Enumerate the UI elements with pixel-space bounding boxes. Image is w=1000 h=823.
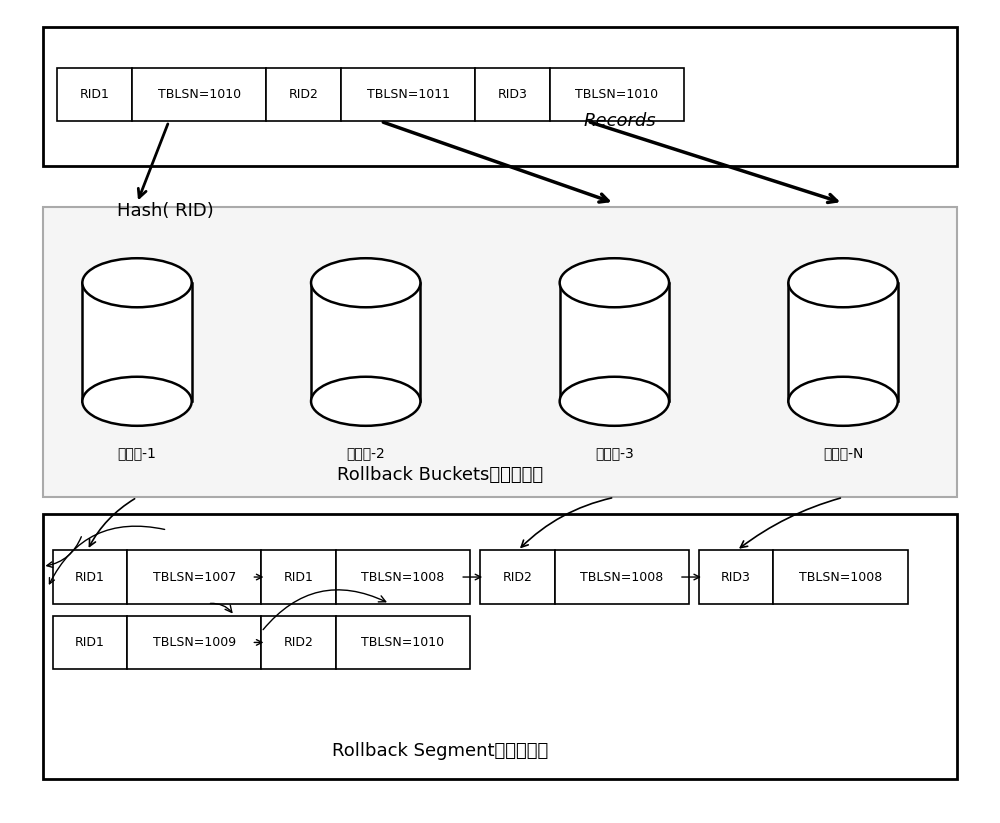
Text: TBLSN=1010: TBLSN=1010 — [361, 636, 445, 649]
Bar — [261, 551, 336, 603]
Bar — [480, 551, 555, 603]
Text: TBLSN=1008: TBLSN=1008 — [361, 570, 445, 584]
Bar — [699, 551, 773, 603]
Text: TBLSN=1007: TBLSN=1007 — [153, 570, 236, 584]
Text: RID2: RID2 — [289, 88, 319, 101]
Text: 哈希桶-3: 哈希桶-3 — [595, 446, 634, 460]
Text: RID1: RID1 — [75, 570, 105, 584]
Text: RID3: RID3 — [497, 88, 527, 101]
Bar — [341, 68, 475, 121]
Text: 哈希桶-N: 哈希桶-N — [823, 446, 863, 460]
Text: TBLSN=1008: TBLSN=1008 — [580, 570, 663, 584]
Bar — [336, 616, 470, 669]
Bar — [555, 551, 689, 603]
Text: RID3: RID3 — [721, 570, 751, 584]
Text: 哈希桶-1: 哈希桶-1 — [118, 446, 156, 460]
Text: RID2: RID2 — [502, 570, 532, 584]
Bar — [560, 283, 669, 402]
Bar — [127, 616, 261, 669]
Text: 哈希桶-2: 哈希桶-2 — [346, 446, 385, 460]
Bar — [475, 68, 550, 121]
Text: Records: Records — [583, 112, 656, 130]
Bar — [132, 68, 266, 121]
Bar — [82, 283, 192, 402]
Ellipse shape — [82, 377, 192, 425]
Bar — [261, 616, 336, 669]
Ellipse shape — [560, 377, 669, 425]
Bar — [53, 616, 127, 669]
Text: RID1: RID1 — [284, 570, 314, 584]
Bar — [43, 207, 957, 497]
Ellipse shape — [788, 258, 898, 307]
Ellipse shape — [311, 258, 420, 307]
Text: RID2: RID2 — [284, 636, 314, 649]
Text: TBLSN=1010: TBLSN=1010 — [575, 88, 658, 101]
Bar — [53, 551, 127, 603]
Text: RID1: RID1 — [75, 636, 105, 649]
Ellipse shape — [311, 377, 420, 425]
Text: RID1: RID1 — [80, 88, 110, 101]
Text: TBLSN=1009: TBLSN=1009 — [153, 636, 236, 649]
Bar — [311, 283, 420, 402]
Text: Rollback Segment（回滚段）: Rollback Segment（回滚段） — [332, 742, 548, 760]
Bar — [550, 68, 684, 121]
Bar — [43, 27, 957, 166]
Bar — [127, 551, 261, 603]
Bar — [773, 551, 908, 603]
Bar — [43, 514, 957, 779]
Bar — [266, 68, 341, 121]
Text: Rollback Buckets（回滚桶）: Rollback Buckets（回滚桶） — [337, 467, 543, 484]
Bar — [57, 68, 132, 121]
Text: TBLSN=1011: TBLSN=1011 — [367, 88, 450, 101]
Ellipse shape — [82, 258, 192, 307]
Bar — [336, 551, 470, 603]
Ellipse shape — [560, 258, 669, 307]
Text: TBLSN=1010: TBLSN=1010 — [158, 88, 241, 101]
Text: TBLSN=1008: TBLSN=1008 — [799, 570, 882, 584]
Text: Hash( RID): Hash( RID) — [117, 202, 214, 221]
Bar — [788, 283, 898, 402]
Ellipse shape — [788, 377, 898, 425]
